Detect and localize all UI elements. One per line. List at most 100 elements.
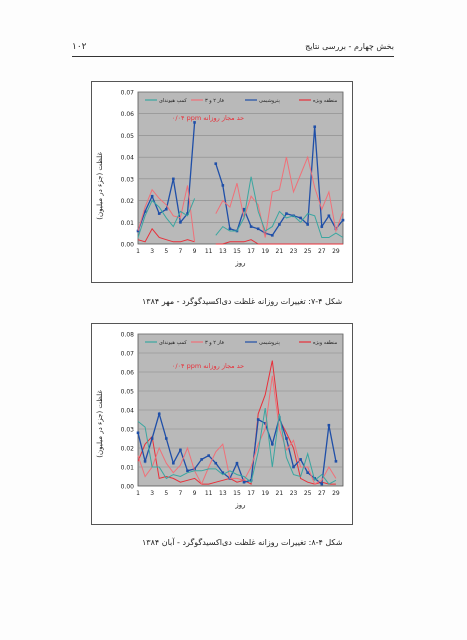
legend-label: منطقه ویژه <box>313 98 338 104</box>
series-point <box>242 480 246 484</box>
y-tick-label: 0.06 <box>121 370 135 377</box>
page-header: ۱۰۲ بخش چهارم - بررسی نتایج <box>72 42 394 58</box>
series-line <box>137 227 195 243</box>
x-tick-label: 11 <box>205 490 213 497</box>
limit-annotation: ۰/۰۴ ppm حد مجاز روزانه <box>172 114 244 122</box>
series-point <box>221 184 225 187</box>
x-axis-label: روز <box>234 501 245 509</box>
series-point <box>157 412 161 416</box>
series-point <box>179 448 182 452</box>
series-point <box>136 431 140 435</box>
series-line <box>137 198 196 238</box>
series-point <box>164 437 168 440</box>
series-point <box>157 212 161 215</box>
y-tick-label: 0.05 <box>121 133 135 140</box>
x-tick-label: 19 <box>261 248 269 255</box>
y-tick-label: 0.01 <box>121 220 135 227</box>
limit-annotation: ۰/۰۴ ppm حد مجاز روزانه <box>172 362 244 370</box>
x-tick-label: 27 <box>318 490 326 497</box>
series-point <box>263 231 267 235</box>
series-line <box>215 155 344 238</box>
x-tick-label: 21 <box>276 490 284 497</box>
x-tick-label: 3 <box>150 490 154 497</box>
x-tick-label: 13 <box>219 248 227 255</box>
chapter-title: بخش چهارم - بررسی نتایج <box>305 42 394 51</box>
x-tick-label: 7 <box>178 490 182 497</box>
y-tick-label: 0.02 <box>121 198 135 205</box>
series-point <box>327 423 331 427</box>
y-tick-label: 0.00 <box>121 242 135 249</box>
x-tick-label: 21 <box>276 248 284 255</box>
page-number: ۱۰۲ <box>72 42 87 52</box>
y-tick-label: 0.00 <box>121 484 135 491</box>
series-point <box>150 437 154 440</box>
series-point <box>207 454 210 457</box>
legend-label: پتروشیمی <box>259 340 280 346</box>
x-tick-label: 23 <box>290 490 298 497</box>
legend-label: کمپ هیوندای <box>159 340 187 346</box>
series-point <box>285 212 288 215</box>
y-tick-label: 0.08 <box>121 332 135 339</box>
x-tick-label: 29 <box>332 490 340 497</box>
series-point <box>263 422 267 425</box>
series-point <box>200 458 203 461</box>
x-tick-label: 7 <box>178 248 182 255</box>
series-point <box>214 162 218 165</box>
legend-label: منطقه ویژه <box>313 340 338 346</box>
x-tick-label: 15 <box>233 248 241 255</box>
x-tick-label: 23 <box>290 248 298 255</box>
y-tick-label: 0.04 <box>121 408 135 415</box>
legend-label: کمپ هیوندای <box>159 98 187 104</box>
series-point <box>164 207 168 211</box>
x-tick-label: 13 <box>219 490 227 497</box>
series-point <box>320 482 324 486</box>
y-tick-label: 0.01 <box>121 465 135 472</box>
series-point <box>143 210 147 213</box>
y-tick-label: 0.06 <box>121 111 135 118</box>
series-point <box>172 461 175 465</box>
series-point <box>256 418 260 421</box>
series-point <box>271 234 274 237</box>
series-point <box>334 460 338 463</box>
figure-1-chart: 0.000.010.020.030.040.050.060.071 3 5 7 9 11 1… <box>121 90 345 267</box>
series-point <box>313 125 317 129</box>
series-point <box>292 465 295 469</box>
y-tick-label: 0.07 <box>121 351 135 358</box>
series-point <box>186 212 189 215</box>
x-tick-label: 17 <box>247 490 255 497</box>
x-tick-label: 15 <box>233 490 241 497</box>
figure-2-frame: 0.00 0.01 0.02 0.03 0.04 0.05 0.06 0.07 0.08 1 3 5 7… <box>91 323 353 525</box>
y-tick-label: 0.07 <box>121 90 135 97</box>
x-tick-label: 3 <box>150 248 154 255</box>
series-line <box>137 375 337 486</box>
figure-2-caption: شکل ۴-۸: تغییرات روزانه غلظت دی‌اکسیدگوگ… <box>142 538 343 547</box>
series-point <box>306 223 309 226</box>
x-tick-label: 19 <box>261 490 269 497</box>
x-axis-label: روز <box>234 259 245 267</box>
series-line <box>137 360 336 485</box>
series-point <box>299 458 302 461</box>
x-tick-label: 1 <box>136 248 140 255</box>
x-tick-label: 9 <box>193 248 197 255</box>
series-point <box>306 471 309 474</box>
series-point <box>143 460 147 463</box>
series-point <box>249 225 253 228</box>
series-point <box>193 467 196 471</box>
series-line <box>137 408 337 485</box>
y-tick-label: 0.03 <box>121 427 135 434</box>
series-point <box>299 216 302 220</box>
series-line <box>215 176 344 238</box>
series-point <box>242 207 246 211</box>
y-tick-label: 0.02 <box>121 446 135 453</box>
series-point <box>341 218 345 222</box>
x-tick-label: 1 <box>136 490 140 497</box>
series-point <box>150 194 154 198</box>
series-point <box>313 477 317 480</box>
series-point <box>193 121 196 124</box>
x-tick-label: 11 <box>205 248 213 255</box>
figure-1-frame: 0.00 0.01 0.02 0.03 0.04 0.05 0.06 0.07 1 3 5 7 9 11 1… <box>91 81 353 283</box>
figure-2-chart: 0.000.010.020.030.040.050.060.070.081 3 5 7… <box>121 332 344 509</box>
series-line <box>215 239 343 245</box>
x-tick-label: 9 <box>193 490 197 497</box>
